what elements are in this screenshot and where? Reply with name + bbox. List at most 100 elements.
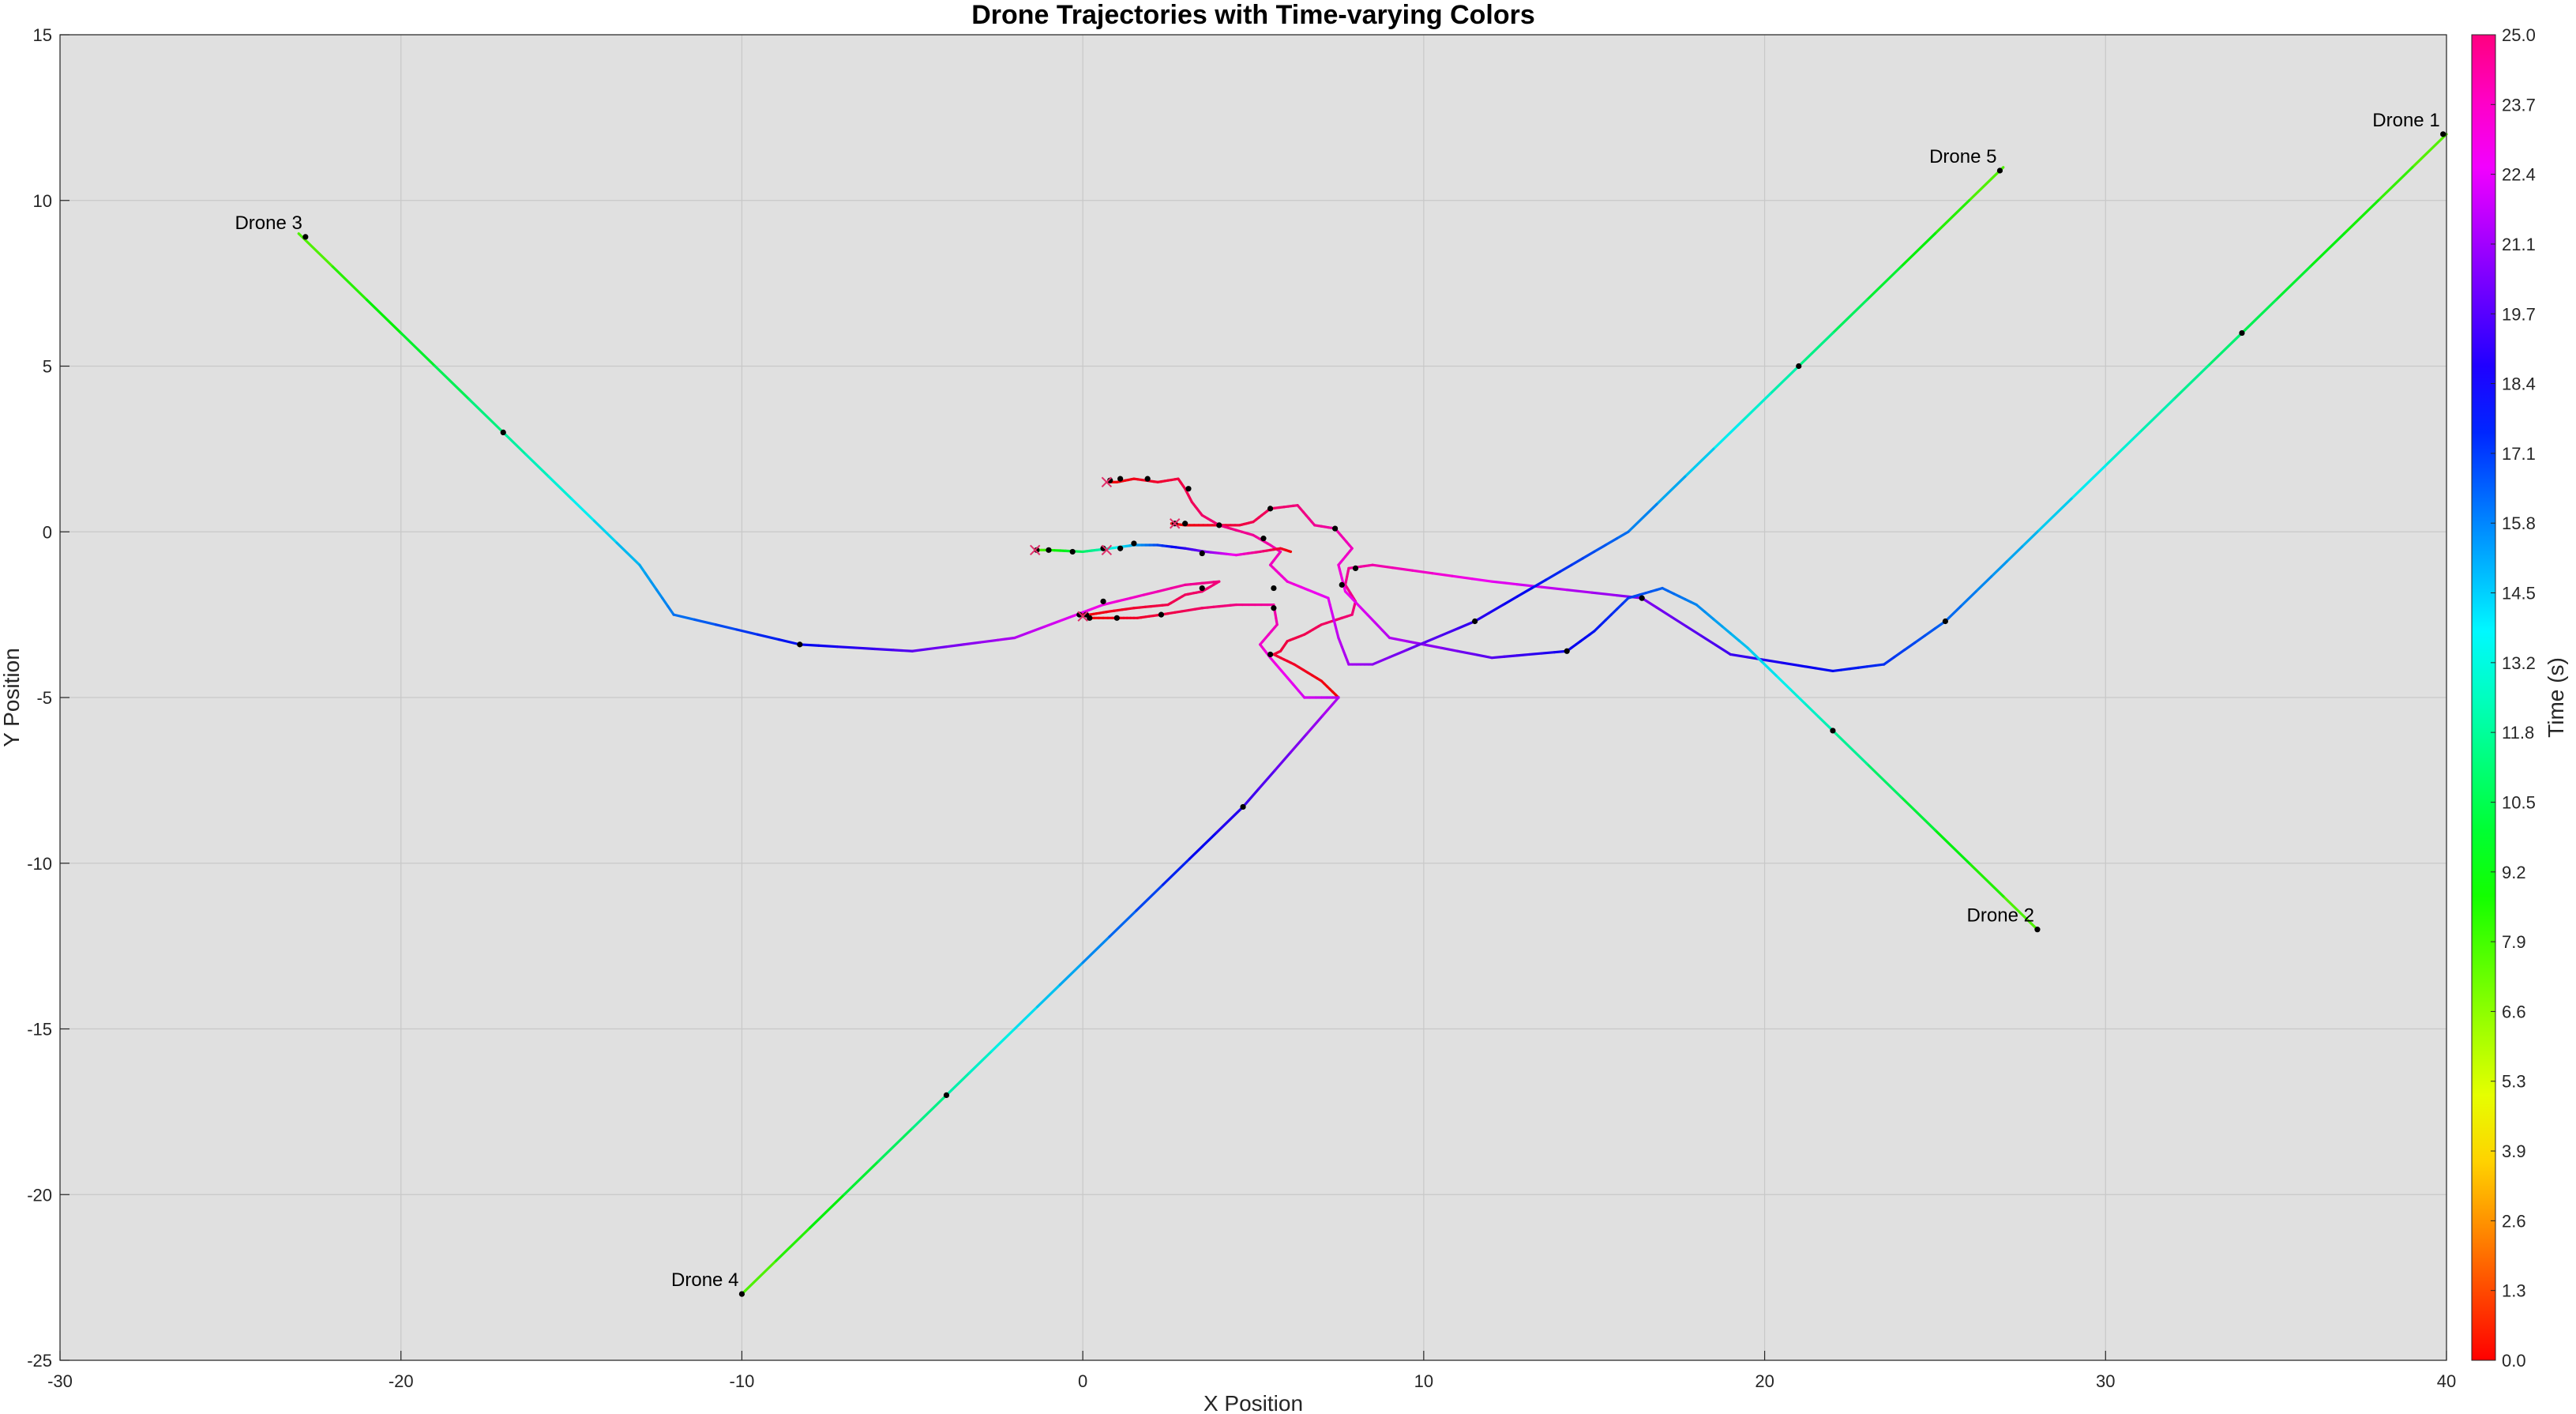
y-tick-label: 10: [33, 191, 52, 211]
trajectory-segment: [1746, 646, 1763, 664]
x-axis-label: X Position: [1204, 1391, 1303, 1414]
colorbar-tick-label: 9.2: [2502, 863, 2526, 882]
x-tick-label: -20: [389, 1371, 414, 1391]
trajectory-segment: [1273, 750, 1293, 772]
trajectory-segment: [1565, 589, 1594, 594]
y-tick-label: -20: [27, 1185, 52, 1205]
colorbar-tick-label: 13.2: [2502, 653, 2536, 673]
trajectory-segment: [1515, 583, 1544, 589]
trajectory-segment: [1774, 674, 1792, 691]
trajectory-segment: [638, 563, 647, 575]
waypoint-marker: [1339, 581, 1345, 588]
trajectory-segment: [1760, 660, 1778, 677]
trajectory-segment: [1570, 557, 1584, 566]
colorbar-tick-label: 5.3: [2502, 1072, 2526, 1092]
waypoint-marker: [1144, 476, 1151, 482]
axis-ticks: -30 -20 -10 0 10 20 30 40 -25 -20 -15 -10 -5 0 5 10 15: [27, 25, 2456, 1391]
trajectory-segment: [714, 623, 738, 631]
trajectory-segment: [1422, 634, 1443, 645]
trajectory-segment: [740, 1259, 778, 1296]
trajectory-segment: [1410, 569, 1434, 575]
trajectory-segment: [1814, 667, 1834, 673]
trajectory-segment: [1035, 983, 1061, 1009]
trajectory-segment: [1865, 664, 1877, 668]
trajectory-segment: [1990, 560, 2008, 578]
waypoint-marker: [1267, 651, 1274, 658]
trajectory-segment: [1655, 475, 1687, 506]
trajectory-segment: [1108, 909, 1138, 938]
trajectory-segment: [1883, 656, 1896, 666]
trajectory-segment: [1087, 603, 1105, 612]
trajectory-segment: [911, 1093, 948, 1130]
trajectory-segment: [1899, 232, 1937, 269]
colorbar-tick-label: 10.5: [2502, 792, 2536, 812]
trajectory-segment: [1188, 831, 1218, 860]
trajectory-segment: [1371, 563, 1394, 570]
trajectory-drone-3: [297, 232, 1221, 652]
trajectory-segment: [1373, 621, 1384, 632]
trajectory-segment: [2377, 166, 2414, 202]
waypoint-marker: [1271, 605, 1277, 611]
colorbar-tick-label: 25.0: [2502, 25, 2536, 45]
x-tick-label: -10: [730, 1371, 755, 1391]
trajectory-segment: [1831, 668, 1843, 673]
trajectory-segment: [1913, 634, 1927, 645]
trajectory-segment: [1115, 596, 1132, 603]
trajectory-segment: [1740, 392, 1772, 423]
waypoint-marker: [1216, 522, 1222, 528]
colorbar-tick-label: 0.0: [2502, 1351, 2526, 1371]
waypoint-marker: [2440, 131, 2446, 137]
x-tick-label: 0: [1078, 1371, 1087, 1391]
trajectory-segment: [1515, 652, 1531, 657]
drone-label: Drone 1: [2372, 110, 2439, 131]
trajectory-segment: [1714, 643, 1732, 656]
trajectory-segment: [1488, 603, 1505, 615]
trajectory-segment: [1343, 590, 1354, 601]
waypoint-marker: [1267, 506, 1274, 512]
trajectory-segment: [1968, 862, 2005, 898]
trajectory-segment: [944, 1071, 971, 1097]
trajectory-segment: [672, 613, 697, 622]
x-tick-label: 40: [2437, 1371, 2456, 1391]
trajectory-segment: [1544, 570, 1562, 581]
trajectory-segment: [1609, 607, 1619, 616]
trajectory-segment: [1899, 795, 1937, 832]
y-tick-label: -5: [36, 688, 52, 708]
trajectory-segment: [1268, 656, 1278, 666]
endpoint-cross: [1170, 518, 1181, 529]
trajectory-segment: [1280, 669, 1289, 679]
waypoint-marker: [1639, 595, 1645, 601]
trajectory-segment: [1729, 632, 1740, 642]
colorbar-tick-label: 22.4: [2502, 165, 2536, 185]
waypoint-marker: [1199, 585, 1205, 592]
colorbar-tick-label: 1.3: [2502, 1281, 2526, 1301]
trajectory-segment: [2070, 464, 2107, 500]
trajectory-segment: [1655, 606, 1673, 619]
y-tick-label: 5: [43, 357, 52, 377]
trajectory-drone-4: [740, 603, 1340, 1296]
trajectory-segment: [1358, 605, 1369, 616]
trajectory-segment: [817, 644, 839, 649]
colorbar-tick-label: 15.8: [2502, 513, 2536, 533]
trajectory-drone-1: [1272, 133, 2448, 699]
trajectory-segment: [2104, 431, 2142, 467]
trajectory-segment: [2206, 331, 2244, 368]
trajectory-segment: [1669, 615, 1688, 628]
trajectory-segment: [1865, 265, 1902, 302]
trajectory-segment: [1081, 935, 1111, 965]
trajectory-segment: [592, 519, 618, 544]
trajectory-segment: [944, 643, 965, 649]
trajectory-segment: [1305, 714, 1324, 735]
trajectory-segment: [1388, 649, 1408, 659]
waypoint-marker: [302, 234, 309, 240]
trajectory-segment: [1366, 613, 1376, 624]
trajectory-segment: [1291, 683, 1301, 693]
waypoint-marker: [1830, 728, 1836, 734]
trajectory-segment: [1388, 636, 1408, 643]
trajectory-segment: [1593, 624, 1602, 633]
trajectory-segment: [990, 1027, 1016, 1053]
trajectory-segment: [655, 589, 664, 600]
trajectory-segment: [547, 475, 573, 500]
waypoint-marker: [2239, 329, 2245, 337]
trajectory-markers: [302, 131, 2446, 1297]
